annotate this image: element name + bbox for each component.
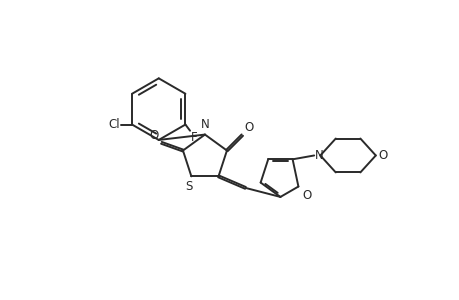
Text: N: N [314, 149, 323, 162]
Text: S: S [185, 180, 192, 193]
Text: N: N [200, 118, 209, 131]
Text: F: F [190, 131, 197, 145]
Text: O: O [149, 129, 158, 142]
Text: O: O [244, 121, 253, 134]
Text: O: O [302, 189, 311, 202]
Text: O: O [378, 149, 387, 162]
Text: Cl: Cl [108, 118, 119, 131]
